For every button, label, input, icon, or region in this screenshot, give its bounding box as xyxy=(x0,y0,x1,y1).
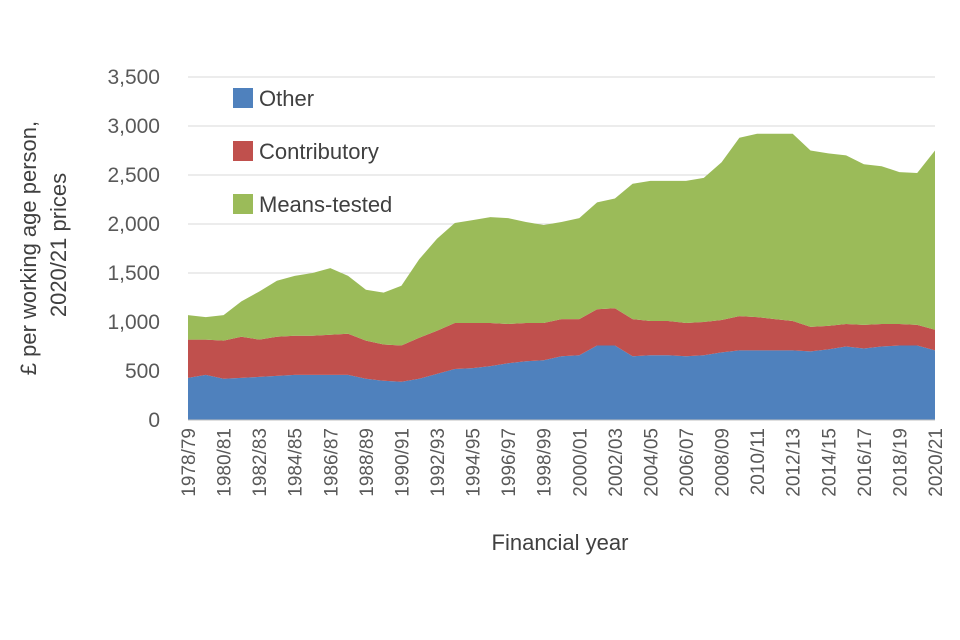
y-axis-title-line-2: 2020/21 prices xyxy=(46,173,71,317)
y-tick-label: 0 xyxy=(148,409,160,432)
x-axis-tick-labels: 1978/79 1980/81 1982/83 1984/85 1986/87 1988/… xyxy=(179,428,947,497)
x-tick-label: 2018/19 xyxy=(890,428,911,497)
legend-label: Means-tested xyxy=(259,192,392,217)
x-tick-label: 1990/91 xyxy=(392,428,413,497)
y-axis-title: £ per working age person, 2020/21 prices xyxy=(16,115,71,376)
x-tick-label: 2002/03 xyxy=(606,428,627,497)
x-tick-label: 2010/11 xyxy=(748,428,769,495)
legend-swatch xyxy=(233,88,253,108)
x-tick-label: 1984/85 xyxy=(286,428,307,497)
y-tick-label: 1,000 xyxy=(107,311,160,334)
x-tick-label: 1996/97 xyxy=(499,428,520,497)
y-tick-label: 2,500 xyxy=(107,164,160,187)
x-tick-label: 1994/95 xyxy=(464,428,485,497)
legend-label: Other xyxy=(259,86,314,111)
y-tick-label: 500 xyxy=(125,360,160,383)
y-tick-label: 3,000 xyxy=(107,115,160,138)
y-tick-label: 1,500 xyxy=(107,262,160,285)
legend-label: Contributory xyxy=(259,139,379,164)
x-tick-label: 2016/17 xyxy=(855,428,876,497)
x-tick-label: 1986/87 xyxy=(321,428,342,497)
area-contributory xyxy=(188,308,935,382)
x-tick-label: 1980/81 xyxy=(215,428,236,497)
x-tick-label: 2012/13 xyxy=(784,428,805,497)
area-means-tested xyxy=(188,133,935,346)
x-tick-label: 2014/15 xyxy=(819,428,840,497)
x-axis-title: Financial year xyxy=(492,530,629,555)
series-areas xyxy=(188,133,935,420)
legend: Other Contributory Means-tested xyxy=(233,86,392,217)
x-tick-label: 2008/09 xyxy=(713,428,734,497)
area-other xyxy=(188,345,935,420)
x-tick-label: 2006/07 xyxy=(677,428,698,497)
x-tick-label: 1978/79 xyxy=(179,428,200,497)
x-tick-label: 1992/93 xyxy=(428,428,449,497)
x-tick-label: 1988/89 xyxy=(357,428,378,497)
x-tick-label: 2004/05 xyxy=(641,428,662,497)
legend-swatch xyxy=(233,141,253,161)
legend-swatch xyxy=(233,194,253,214)
x-tick-label: 2000/01 xyxy=(570,428,591,497)
y-axis-tick-labels: 0 500 1,000 1,500 2,000 2,500 3,000 3,500 xyxy=(107,66,160,432)
y-tick-label: 3,500 xyxy=(107,66,160,89)
y-tick-label: 2,000 xyxy=(107,213,160,236)
x-tick-label: 1982/83 xyxy=(250,428,271,497)
x-tick-label: 1998/99 xyxy=(535,428,556,497)
y-axis-title-line-1: £ per working age person, xyxy=(16,121,41,375)
x-tick-label: 2020/21 xyxy=(926,428,947,497)
